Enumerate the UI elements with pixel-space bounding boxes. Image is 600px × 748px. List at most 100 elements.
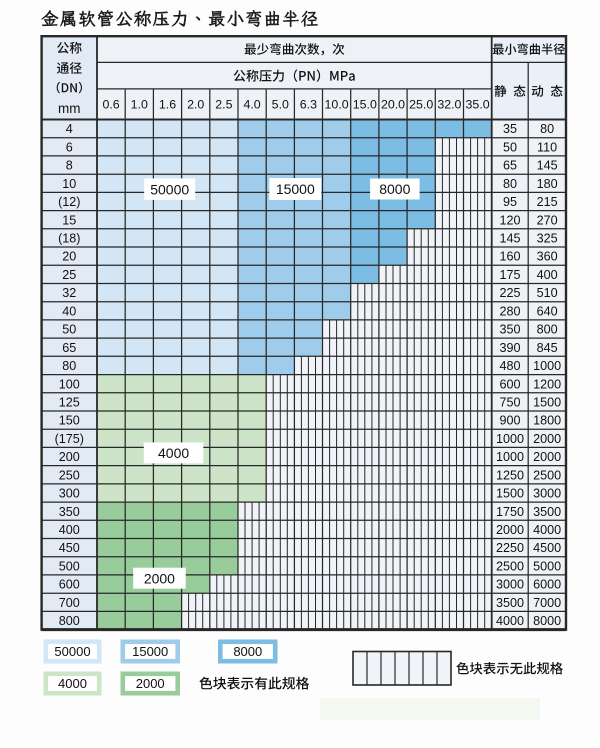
svg-text:120: 120: [499, 213, 520, 227]
svg-text:1.0: 1.0: [131, 98, 148, 112]
svg-text:110: 110: [537, 140, 557, 154]
svg-text:500: 500: [59, 559, 80, 573]
svg-text:390: 390: [499, 341, 520, 355]
svg-text:180: 180: [537, 177, 558, 191]
svg-text:15: 15: [62, 213, 76, 227]
svg-text:20.0: 20.0: [381, 98, 405, 112]
svg-text:125: 125: [59, 396, 80, 410]
svg-text:8000: 8000: [533, 614, 561, 628]
svg-text:20: 20: [62, 250, 76, 264]
svg-text:250: 250: [59, 468, 80, 482]
svg-text:280: 280: [499, 304, 520, 318]
svg-text:200: 200: [59, 450, 80, 464]
svg-text:2500: 2500: [533, 468, 561, 482]
svg-text:2000: 2000: [496, 523, 524, 537]
svg-text:800: 800: [537, 323, 558, 337]
svg-text:350: 350: [499, 323, 520, 337]
svg-text:215: 215: [537, 195, 558, 209]
svg-text:(175): (175): [55, 432, 84, 446]
svg-text:5000: 5000: [533, 559, 561, 573]
svg-text:150: 150: [59, 414, 80, 428]
svg-text:50: 50: [503, 140, 517, 154]
svg-text:0.6: 0.6: [102, 98, 119, 112]
svg-text:50: 50: [62, 323, 76, 337]
svg-text:145: 145: [537, 159, 558, 173]
svg-text:32: 32: [62, 286, 76, 300]
svg-text:50000: 50000: [54, 644, 90, 659]
svg-text:2250: 2250: [496, 541, 524, 555]
svg-text:750: 750: [499, 396, 520, 410]
svg-text:700: 700: [59, 596, 80, 610]
svg-text:400: 400: [59, 523, 80, 537]
svg-text:65: 65: [503, 159, 517, 173]
svg-text:35: 35: [503, 122, 517, 136]
svg-text:2.5: 2.5: [215, 98, 232, 112]
svg-text:(12): (12): [58, 195, 80, 209]
svg-text:6.3: 6.3: [300, 98, 317, 112]
svg-text:1000: 1000: [496, 432, 524, 446]
svg-text:480: 480: [499, 359, 520, 373]
svg-text:6000: 6000: [533, 578, 561, 592]
svg-text:80: 80: [503, 177, 517, 191]
svg-text:4: 4: [66, 122, 73, 136]
svg-text:3000: 3000: [533, 487, 561, 501]
svg-text:4000: 4000: [496, 614, 524, 628]
svg-text:640: 640: [537, 304, 558, 318]
svg-text:15000: 15000: [276, 181, 315, 197]
svg-text:300: 300: [59, 487, 80, 501]
svg-text:35.0: 35.0: [466, 98, 490, 112]
svg-text:800: 800: [59, 614, 80, 628]
svg-text:350: 350: [59, 505, 80, 519]
svg-text:175: 175: [499, 268, 520, 282]
svg-text:32.0: 32.0: [437, 98, 461, 112]
svg-text:2.0: 2.0: [187, 98, 204, 112]
svg-text:4000: 4000: [533, 523, 561, 537]
svg-text:2000: 2000: [144, 570, 175, 586]
svg-text:2000: 2000: [533, 432, 561, 446]
svg-text:450: 450: [59, 541, 80, 555]
svg-text:6: 6: [66, 140, 73, 154]
svg-text:225: 225: [499, 286, 520, 300]
svg-text:4500: 4500: [533, 541, 561, 555]
svg-text:1800: 1800: [533, 414, 561, 428]
svg-text:1250: 1250: [496, 468, 524, 482]
svg-text:2000: 2000: [533, 450, 561, 464]
svg-text:10.0: 10.0: [325, 98, 349, 112]
svg-text:95: 95: [503, 195, 517, 209]
svg-text:3500: 3500: [496, 596, 524, 610]
svg-text:25: 25: [62, 268, 76, 282]
svg-text:8: 8: [66, 159, 73, 173]
svg-text:15000: 15000: [132, 644, 168, 659]
svg-text:8000: 8000: [379, 181, 410, 197]
svg-text:50000: 50000: [150, 181, 189, 197]
svg-text:5.0: 5.0: [272, 98, 289, 112]
svg-text:325: 325: [537, 232, 558, 246]
svg-text:3000: 3000: [496, 578, 524, 592]
svg-text:160: 160: [499, 250, 520, 264]
svg-text:25.0: 25.0: [409, 98, 433, 112]
svg-text:4000: 4000: [158, 445, 189, 461]
svg-text:(18): (18): [58, 232, 80, 246]
svg-text:1000: 1000: [496, 450, 524, 464]
svg-text:100: 100: [59, 377, 80, 391]
svg-text:7000: 7000: [533, 596, 561, 610]
svg-text:145: 145: [499, 232, 520, 246]
svg-text:3500: 3500: [533, 505, 561, 519]
svg-text:80: 80: [62, 359, 76, 373]
svg-text:600: 600: [59, 578, 80, 592]
svg-text:1.6: 1.6: [159, 98, 176, 112]
svg-text:10: 10: [62, 177, 76, 191]
svg-text:600: 600: [499, 377, 520, 391]
svg-text:80: 80: [540, 122, 554, 136]
svg-text:2000: 2000: [136, 676, 165, 691]
svg-text:1500: 1500: [496, 487, 524, 501]
svg-text:mm: mm: [58, 101, 81, 116]
svg-text:15.0: 15.0: [353, 98, 377, 112]
svg-text:270: 270: [537, 213, 558, 227]
svg-text:4.0: 4.0: [243, 98, 260, 112]
svg-text:1200: 1200: [533, 377, 561, 391]
svg-text:40: 40: [62, 304, 76, 318]
svg-text:1000: 1000: [533, 359, 561, 373]
svg-text:4000: 4000: [58, 676, 87, 691]
svg-text:65: 65: [62, 341, 76, 355]
